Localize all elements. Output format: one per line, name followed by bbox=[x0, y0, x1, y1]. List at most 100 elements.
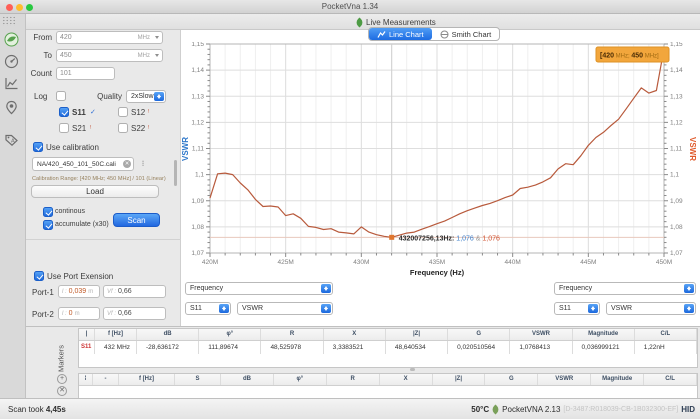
splitter-handle[interactable] bbox=[410, 368, 415, 371]
use-port-extension-checkbox[interactable] bbox=[34, 271, 44, 281]
port1-vf-field[interactable]: Vf : 0,66 bbox=[103, 285, 166, 298]
chart-panel: Line Chart Smith Chart 420M 425M 430M 435M 4… bbox=[181, 27, 700, 326]
column-header: dB bbox=[137, 329, 200, 340]
calibration-menu-button[interactable]: ⁝ bbox=[141, 159, 145, 168]
hid-badge: HID bbox=[681, 404, 695, 414]
map-pin-icon[interactable] bbox=[4, 100, 19, 115]
scan-prefix: Scan took bbox=[8, 404, 46, 414]
marker-cell: 111,89674 bbox=[199, 341, 262, 354]
continous-checkbox[interactable] bbox=[43, 207, 53, 217]
length-unit: m bbox=[74, 310, 80, 317]
from-value: 420 bbox=[60, 34, 72, 41]
sidebar-rail: A bbox=[0, 14, 26, 398]
tab-line-chart[interactable]: Line Chart bbox=[369, 28, 432, 40]
marker-cell: 0,036999121 bbox=[573, 341, 635, 354]
calibration-file-value: NA/420_450_101_50C.cali bbox=[37, 160, 116, 168]
log-label: Log bbox=[34, 92, 48, 101]
x-axis-select-left[interactable]: Frequency bbox=[185, 282, 333, 295]
y-tick-label-left: 1,08 bbox=[191, 224, 204, 231]
s21-checkbox[interactable] bbox=[59, 123, 69, 133]
s12-checkbox[interactable] bbox=[118, 107, 128, 117]
count-field[interactable]: 101 bbox=[56, 67, 115, 80]
y-axis-title-left: VSWR bbox=[181, 137, 190, 161]
smith-chart-tab-icon bbox=[440, 30, 449, 38]
from-field[interactable]: 420 MHz bbox=[56, 31, 163, 44]
column-header: |Z| bbox=[433, 374, 486, 385]
s11-status-mark: ✓ bbox=[90, 109, 96, 116]
minimize-button[interactable] bbox=[16, 3, 23, 11]
y-tick-label-right: 1,14 bbox=[670, 67, 683, 74]
close-button[interactable] bbox=[6, 3, 13, 11]
tab-line-chart-label: Line Chart bbox=[389, 29, 424, 39]
log-checkbox[interactable] bbox=[56, 91, 66, 101]
tab-smith-chart[interactable]: Smith Chart bbox=[432, 28, 500, 40]
marker-row[interactable]: S11 432 MHz -28,636172 111,89674 48,525978 3,… bbox=[79, 341, 697, 354]
y-axis-title-right: VSWR bbox=[688, 137, 697, 161]
port2-label: Port-2 bbox=[32, 310, 54, 319]
y-tick-label-left: 1,13 bbox=[191, 93, 204, 100]
column-header: C/L bbox=[644, 374, 697, 385]
s22-checkbox[interactable] bbox=[118, 123, 128, 133]
x-axis-right-value: Frequency bbox=[559, 285, 593, 292]
x-axis-select-right[interactable]: Frequency bbox=[554, 282, 696, 295]
scan-button[interactable]: Scan bbox=[113, 213, 160, 227]
sparam-select-right[interactable]: S11 bbox=[554, 302, 600, 315]
clear-icon[interactable] bbox=[123, 160, 131, 168]
length-prefix: l : bbox=[62, 288, 67, 295]
to-field[interactable]: 450 MHz bbox=[56, 49, 163, 62]
y-tick-label-left: 1,09 bbox=[191, 198, 204, 205]
marker-point[interactable] bbox=[389, 234, 395, 240]
calibration-file-field[interactable]: NA/420_450_101_50C.cali bbox=[32, 157, 134, 171]
s11-checkbox[interactable] bbox=[59, 107, 69, 117]
port2-vf-field[interactable]: Vf : 0,66 bbox=[103, 307, 166, 320]
s11-label: S11 bbox=[72, 108, 86, 117]
marker-cell: 0,020510564 bbox=[448, 341, 511, 354]
to-unit: MHz bbox=[137, 52, 150, 59]
line-chart-icon[interactable] bbox=[4, 76, 19, 91]
from-unit-dropdown-icon[interactable] bbox=[155, 36, 159, 39]
temperature-value: 50°C bbox=[471, 404, 490, 414]
port2-length-field[interactable]: l : 0 m bbox=[58, 307, 100, 320]
range-badge-text: [420 MHz; 450 MHz] bbox=[600, 53, 659, 60]
to-unit-dropdown-icon[interactable] bbox=[155, 54, 159, 57]
pocketvna-logo-icon[interactable] bbox=[4, 32, 19, 47]
format-select-left[interactable]: VSWR bbox=[237, 302, 333, 315]
inner-close-button[interactable] bbox=[86, 19, 92, 25]
vswr-chart: 420M 425M 430M 435M 440M 445M 450M 1,07 1,07 1,08… bbox=[181, 42, 697, 277]
inner-titlebar: Live Measurements bbox=[26, 14, 700, 30]
app-leaf-icon bbox=[354, 17, 365, 27]
panel-scrollbar[interactable] bbox=[174, 160, 177, 186]
sparam-select-left[interactable]: S11 bbox=[185, 302, 231, 315]
markers-panel: Markers | f [Hz] dB φ° R X |Z| G VSWR Magnitude C/… bbox=[26, 326, 700, 400]
add-marker-button[interactable]: + bbox=[57, 374, 67, 384]
column-header: G bbox=[448, 329, 511, 340]
y-tick-label-right: 1,12 bbox=[670, 119, 683, 126]
scan-duration: Scan took 4,45s bbox=[8, 405, 66, 414]
stepper-icon bbox=[321, 284, 331, 293]
remove-marker-button[interactable]: ✕ bbox=[57, 386, 67, 396]
gauge-icon[interactable] bbox=[4, 54, 19, 69]
port1-length-field[interactable]: l : 0,039 m bbox=[58, 285, 100, 298]
quality-select[interactable]: 2xSlow bbox=[126, 90, 166, 103]
column-header: Magnitude bbox=[573, 329, 635, 340]
stepper-icon bbox=[321, 304, 331, 313]
port2-vf-value: 0,66 bbox=[118, 310, 132, 317]
column-header: f [Hz] bbox=[95, 329, 137, 340]
s12-status-mark: ! bbox=[148, 109, 150, 115]
column-header: X bbox=[380, 374, 433, 385]
inner-maximize-button[interactable] bbox=[106, 19, 112, 25]
vf-prefix: Vf : bbox=[107, 310, 117, 317]
inner-minimize-button[interactable] bbox=[96, 19, 102, 25]
format-select-right[interactable]: VSWR bbox=[606, 302, 696, 315]
maximize-button[interactable] bbox=[26, 3, 33, 11]
load-button[interactable]: Load bbox=[31, 185, 159, 198]
x-tick-label: 445M bbox=[580, 259, 596, 266]
use-calibration-checkbox[interactable] bbox=[33, 142, 43, 152]
table-empty-area bbox=[79, 354, 697, 367]
count-value: 101 bbox=[60, 70, 72, 77]
accumulate-checkbox[interactable] bbox=[43, 220, 53, 230]
tags-icon[interactable]: A bbox=[4, 132, 19, 147]
drag-handle-icon bbox=[2, 16, 16, 26]
y-tick-label-right: 1,13 bbox=[670, 93, 683, 100]
